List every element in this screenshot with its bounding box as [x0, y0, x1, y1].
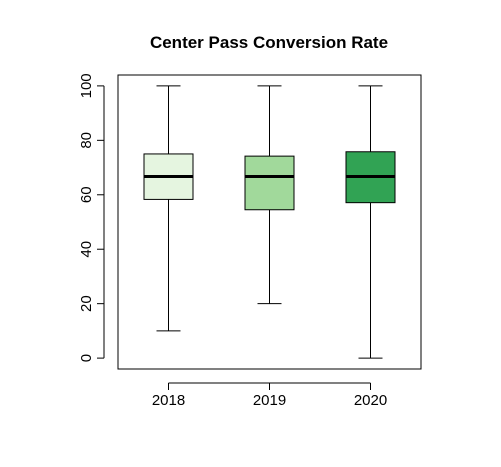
chart-title: Center Pass Conversion Rate	[150, 33, 388, 52]
y-axis: 0 20 40 60 80 100	[78, 73, 105, 362]
y-tick-label: 0	[78, 354, 95, 362]
x-tick-label: 2020	[354, 392, 387, 409]
y-tick-label: 20	[78, 295, 95, 312]
y-tick-label: 100	[78, 73, 95, 98]
y-tick-label: 40	[78, 241, 95, 258]
y-tick-label: 60	[78, 186, 95, 203]
x-axis: 2018 2019 2020	[152, 382, 387, 409]
box-2019	[244, 85, 295, 305]
x-tick-label: 2018	[152, 392, 185, 409]
box-2020	[345, 85, 396, 359]
y-tick-label: 80	[78, 132, 95, 149]
iqr-box	[244, 155, 295, 211]
boxplot-series	[143, 85, 396, 359]
x-tick-label: 2019	[253, 392, 286, 409]
plot-frame	[117, 74, 422, 370]
box-2018	[143, 85, 194, 332]
